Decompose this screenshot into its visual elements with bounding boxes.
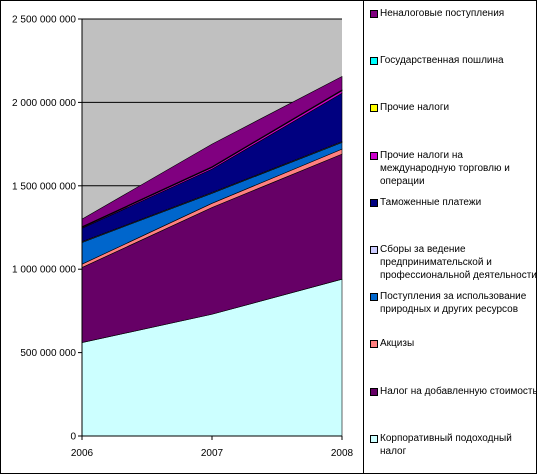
legend-label: Поступления за использование природных и…	[380, 291, 527, 316]
legend-item: Государственная пошлина	[370, 54, 537, 67]
legend-label: Налог на добавленную стоимость	[380, 385, 537, 397]
y-axis-ticks: 0 500 000 000 1 000 000 000 1 500 000 000 2 …	[12, 15, 82, 443]
y-tick-label: 0	[70, 432, 76, 443]
legend-item: Акцизы	[370, 337, 537, 350]
legend-item: Неналоговые поступления	[370, 7, 537, 20]
x-tick-label: 2008	[331, 448, 354, 459]
legend-label: Государственная пошлина	[380, 55, 504, 67]
x-tick-label: 2006	[71, 448, 94, 459]
legend-label: Сборы за ведение предпринимательской и п…	[380, 244, 537, 281]
legend-label: Неналоговые поступления	[380, 8, 505, 19]
legend-swatch	[370, 198, 378, 207]
stacked-area-chart: 0 500 000 000 1 000 000 000 1 500 000 000 2 …	[12, 15, 354, 460]
y-tick-label: 1 500 000 000	[12, 181, 76, 192]
legend-item: Сборы за ведение предпринимательской и п…	[370, 243, 537, 282]
legend-item: Поступления за использование природных и…	[370, 290, 537, 316]
y-tick-label: 2 000 000 000	[12, 98, 76, 109]
legend-item: Таможенные платежи	[370, 196, 537, 209]
y-tick-label: 2 500 000 000	[12, 15, 76, 26]
y-tick-label: 1 000 000 000	[12, 265, 76, 276]
legend-swatch	[370, 387, 378, 396]
legend-item: Налог на добавленную стоимость	[370, 385, 537, 398]
legend-swatch	[370, 434, 378, 443]
legend: Неналоговые поступления Государственная п…	[363, 1, 537, 473]
legend-swatch	[370, 57, 378, 66]
x-axis-ticks: 2006 2007 2008	[71, 436, 354, 459]
legend-swatch	[370, 151, 378, 160]
y-tick-label: 500 000 000	[20, 348, 76, 359]
legend-label: Корпоративный подоходный налог	[380, 432, 512, 457]
legend-swatch	[370, 293, 378, 302]
legend-swatch	[370, 340, 378, 349]
legend-swatch	[370, 104, 378, 113]
legend-item: Прочие налоги на международную торговлю …	[370, 149, 537, 188]
legend-item: Корпоративный подоходный налог	[370, 432, 537, 458]
x-tick-label: 2007	[201, 448, 224, 459]
legend-label: Акцизы	[380, 338, 415, 350]
legend-label: Таможенные платежи	[380, 196, 482, 208]
legend-swatch	[370, 246, 378, 254]
legend-swatch	[370, 10, 378, 18]
legend-item: Прочие налоги	[370, 101, 537, 114]
legend-label: Прочие налоги на международную торговлю …	[380, 149, 510, 187]
legend-label: Прочие налоги	[380, 102, 450, 114]
